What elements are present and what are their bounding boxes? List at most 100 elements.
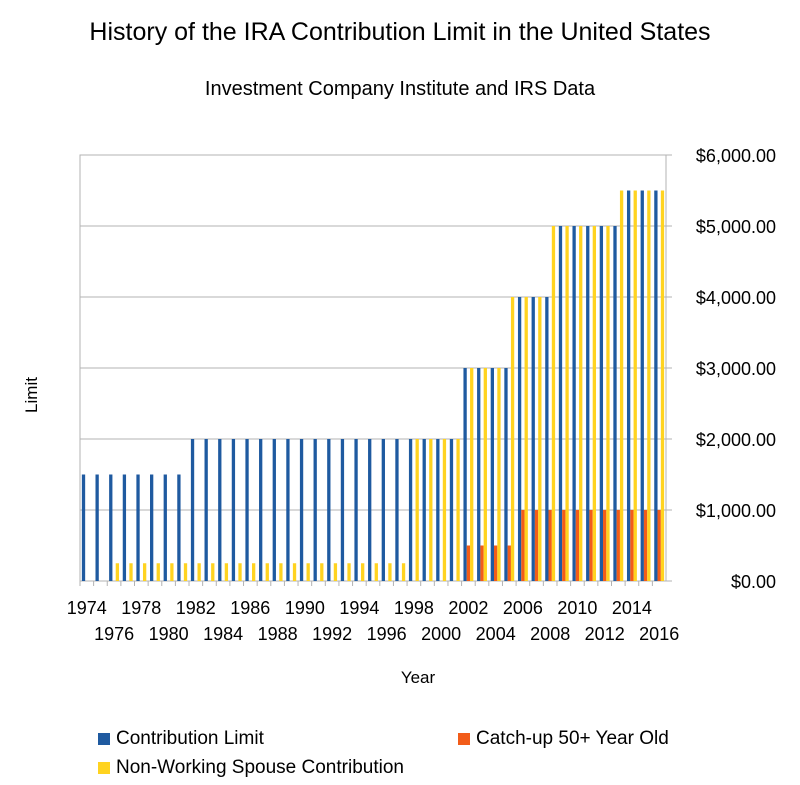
bar <box>562 510 566 581</box>
x-tick-label: 2006 <box>503 598 543 618</box>
x-tick-label: 2000 <box>421 624 461 644</box>
bar <box>81 474 86 581</box>
bar <box>575 510 580 581</box>
bar <box>470 368 474 581</box>
bar <box>538 297 542 581</box>
bar <box>626 190 631 581</box>
bar <box>551 226 556 581</box>
bar <box>660 190 665 581</box>
x-tick-label: 1980 <box>149 624 189 644</box>
bar <box>422 439 426 581</box>
bar <box>333 563 338 581</box>
y-tick-label: $6,000.00 <box>696 146 776 166</box>
x-tick-label: 1986 <box>230 598 270 618</box>
bar <box>558 226 563 581</box>
bar <box>150 474 154 581</box>
bar <box>643 510 648 581</box>
bar <box>190 439 195 581</box>
bar <box>630 510 634 581</box>
bar <box>507 545 511 581</box>
bar <box>170 563 174 581</box>
bar <box>354 439 358 581</box>
bar <box>156 563 160 581</box>
x-axis-ticks: 1974 1978 1982 1986 1990 1994 1998 2002 2006 2010… <box>67 581 679 644</box>
bar <box>109 474 113 581</box>
bar <box>534 510 539 581</box>
bar <box>299 439 304 581</box>
bar <box>497 368 501 581</box>
bar <box>197 563 201 581</box>
bar <box>442 439 447 581</box>
bar <box>122 474 127 581</box>
bar <box>252 563 256 581</box>
bar <box>599 226 604 581</box>
bar <box>368 439 372 581</box>
bar <box>657 510 661 581</box>
bar <box>429 439 433 581</box>
y-tick-label: $2,000.00 <box>696 430 776 450</box>
chart-subtitle: Investment Company Institute and IRS Dat… <box>204 78 596 100</box>
bar <box>265 563 269 581</box>
bar <box>456 439 460 581</box>
bar <box>449 439 454 581</box>
bar <box>279 563 283 581</box>
x-tick-label: 1974 <box>67 598 107 618</box>
bar <box>381 439 385 581</box>
x-tick-label: 1998 <box>394 598 434 618</box>
bar <box>361 563 365 581</box>
x-tick-label: 1984 <box>203 624 243 644</box>
bar <box>494 545 498 581</box>
bar <box>388 563 392 581</box>
y-tick-label: $5,000.00 <box>696 217 776 237</box>
x-tick-label: 2014 <box>612 598 652 618</box>
bar <box>606 226 610 581</box>
x-tick-label: 1988 <box>258 624 298 644</box>
gridlines <box>79 154 672 582</box>
bar <box>640 190 644 581</box>
bar <box>586 226 590 581</box>
x-tick-label: 2002 <box>448 598 488 618</box>
y-tick-label: $3,000.00 <box>696 359 776 379</box>
bar <box>654 190 658 581</box>
x-tick-label: 2012 <box>585 624 625 644</box>
bar <box>477 368 481 581</box>
x-tick-label: 2010 <box>557 598 597 618</box>
x-tick-label: 1978 <box>121 598 161 618</box>
bar <box>395 439 399 581</box>
bar <box>95 474 99 581</box>
y-axis-label: Limit <box>22 377 41 413</box>
bar <box>565 226 569 581</box>
bar <box>436 439 440 581</box>
bar <box>545 297 549 581</box>
bar <box>463 368 467 581</box>
bar <box>204 439 208 581</box>
bar <box>548 510 552 581</box>
bar <box>320 563 324 581</box>
bar <box>415 439 419 581</box>
bar <box>531 297 535 581</box>
bar <box>245 439 249 581</box>
bar <box>286 439 290 581</box>
bar <box>115 563 120 581</box>
bar <box>613 226 617 581</box>
bar <box>466 545 471 581</box>
bar <box>401 563 406 581</box>
bar <box>238 563 242 581</box>
x-tick-label: 1992 <box>312 624 352 644</box>
bar <box>259 439 263 581</box>
bar <box>183 563 188 581</box>
bar <box>177 474 181 581</box>
bar <box>340 439 345 581</box>
bars <box>81 190 665 581</box>
x-tick-label: 1990 <box>285 598 325 618</box>
bar <box>136 474 140 581</box>
bar <box>603 510 607 581</box>
bar <box>483 368 487 581</box>
bar <box>521 510 525 581</box>
y-tick-label: $4,000.00 <box>696 288 776 308</box>
bar <box>579 226 583 581</box>
x-tick-label: 1982 <box>176 598 216 618</box>
bar <box>647 190 651 581</box>
bar <box>616 510 620 581</box>
